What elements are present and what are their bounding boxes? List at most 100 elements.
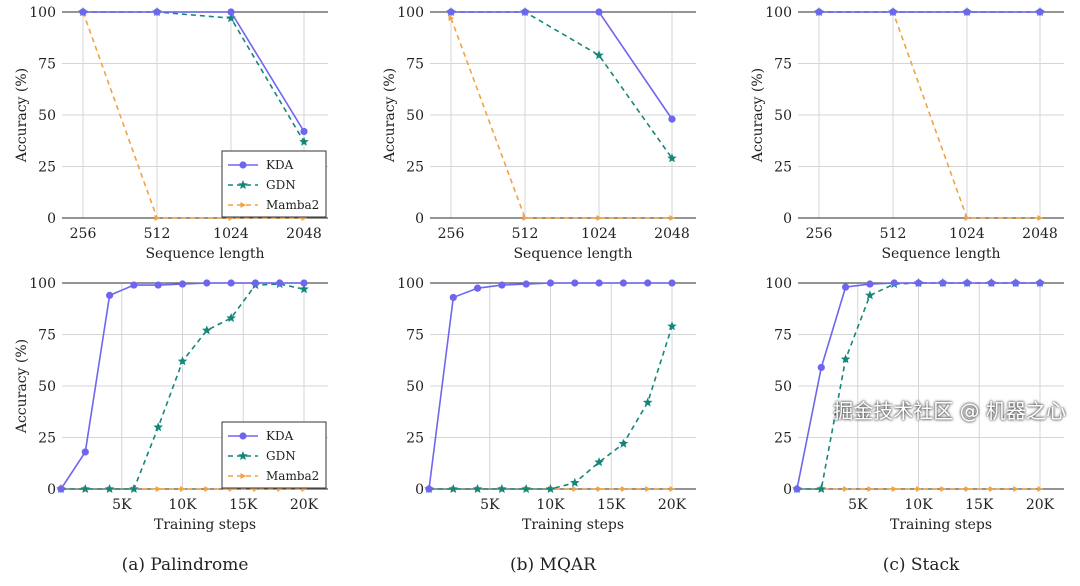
legend: KDA GDN Mamba2 <box>221 421 327 489</box>
data-point-kda <box>251 279 259 287</box>
y-tick-label: 25 <box>38 160 56 176</box>
y-tick-label: 0 <box>783 211 792 227</box>
data-point-gdn <box>816 484 827 493</box>
data-point-mamba2 <box>620 486 627 492</box>
subplot-mqar-bottom: 0 25 50 75 100 5K 10K 15K 20K Training steps (b) M… <box>397 276 696 575</box>
x-tick-label: 2048 <box>654 226 690 242</box>
data-point-kda <box>227 279 235 287</box>
y-tick-label: 100 <box>29 276 56 292</box>
data-point-kda <box>498 281 506 289</box>
legend-label-kda: KDA <box>266 158 294 172</box>
x-tick-label: 1024 <box>213 226 249 242</box>
data-point-gdn <box>570 477 580 487</box>
data-point-gdn <box>177 356 188 366</box>
y-tick-label: 100 <box>397 276 424 292</box>
x-axis-label: Training steps <box>154 517 256 533</box>
y-axis-label: Accuracy (%) <box>14 68 30 163</box>
x-axis-label: Training steps <box>890 517 992 533</box>
x-tick-label: 2048 <box>1022 226 1058 242</box>
data-point-gdn <box>840 354 851 364</box>
data-point-kda <box>595 279 603 287</box>
data-point-mamba2 <box>891 486 898 492</box>
data-point-kda <box>1036 8 1044 16</box>
data-point-gdn <box>667 321 677 331</box>
data-point-mamba2 <box>669 215 675 221</box>
x-tick-label: 256 <box>70 226 97 242</box>
y-tick-label: 0 <box>47 482 56 498</box>
data-point-kda <box>914 279 923 287</box>
data-point-kda <box>203 279 211 287</box>
data-point-kda <box>227 8 235 16</box>
data-point-gdn <box>521 484 531 493</box>
data-point-mamba2 <box>204 486 210 492</box>
data-point-mamba2 <box>1037 486 1043 492</box>
data-point-kda <box>668 115 676 123</box>
data-point-kda <box>300 127 308 136</box>
subplot-stack-bottom: 0 25 50 75 100 5K 10K 15K 20K Training steps (c) S… <box>765 276 1064 575</box>
x-tick-label: 2048 <box>286 226 322 242</box>
data-point-kda <box>842 283 850 291</box>
x-tick-label: 15K <box>229 497 258 513</box>
data-point-gdn <box>153 422 163 432</box>
legend-label-gdn: GDN <box>266 449 296 463</box>
data-point-mamba2 <box>522 215 528 221</box>
data-point-gdn <box>299 284 309 294</box>
data-point-mamba2 <box>1013 486 1019 492</box>
data-point-mamba2 <box>1037 215 1043 221</box>
y-tick-label: 75 <box>406 328 424 344</box>
x-tick-label: 20K <box>290 497 319 513</box>
data-point-kda <box>1012 279 1020 287</box>
data-point-gdn <box>865 290 875 300</box>
y-tick-label: 0 <box>415 482 424 498</box>
data-point-mamba2 <box>155 486 162 492</box>
data-point-kda <box>668 279 676 287</box>
series-line-kda <box>83 11 305 132</box>
legend-label-kda: KDA <box>266 429 294 443</box>
series-line-gdn <box>451 11 673 159</box>
data-point-mamba2 <box>596 215 602 221</box>
y-tick-label: 50 <box>38 379 56 395</box>
x-tick-label: 512 <box>144 226 171 242</box>
y-tick-label: 25 <box>774 431 792 447</box>
series-line-kda <box>451 11 673 120</box>
data-point-kda <box>178 280 187 288</box>
x-tick-label: 10K <box>904 497 933 513</box>
data-point-mamba2 <box>964 215 970 221</box>
x-tick-label: 5K <box>480 497 500 513</box>
data-point-kda <box>793 485 801 493</box>
x-tick-label: 1024 <box>949 226 985 242</box>
data-point-mamba2 <box>596 486 603 492</box>
data-point-kda <box>817 363 825 372</box>
y-axis-label: Accuracy (%) <box>14 339 30 434</box>
data-point-gdn <box>594 50 604 60</box>
data-point-kda <box>449 293 457 302</box>
data-point-kda <box>81 448 89 456</box>
x-tick-label: 20K <box>658 497 687 513</box>
legend-marker-gdn <box>238 451 248 460</box>
data-point-mamba2 <box>180 486 186 492</box>
data-point-mamba2 <box>645 486 651 492</box>
data-point-kda <box>522 280 530 288</box>
data-point-gdn <box>545 484 556 493</box>
data-point-gdn <box>202 325 212 335</box>
data-point-gdn <box>472 484 483 493</box>
y-tick-label: 75 <box>774 328 792 344</box>
y-tick-label: 75 <box>38 57 56 73</box>
watermark: 掘金技术社区 @ 机器之心 <box>833 399 1066 423</box>
data-point-kda <box>300 279 308 287</box>
y-tick-label: 25 <box>774 160 792 176</box>
x-tick-label: 1024 <box>581 226 617 242</box>
data-point-mamba2 <box>843 486 849 492</box>
data-point-kda <box>595 8 603 16</box>
y-tick-label: 100 <box>397 5 424 21</box>
data-point-mamba2 <box>154 215 160 221</box>
subplot-caption: (c) Stack <box>883 555 960 575</box>
data-point-mamba2 <box>867 486 873 492</box>
y-tick-label: 100 <box>29 5 56 21</box>
y-tick-label: 50 <box>774 379 792 395</box>
x-tick-label: 256 <box>438 226 465 242</box>
data-point-gdn <box>497 484 507 493</box>
x-tick-label: 10K <box>536 497 565 513</box>
